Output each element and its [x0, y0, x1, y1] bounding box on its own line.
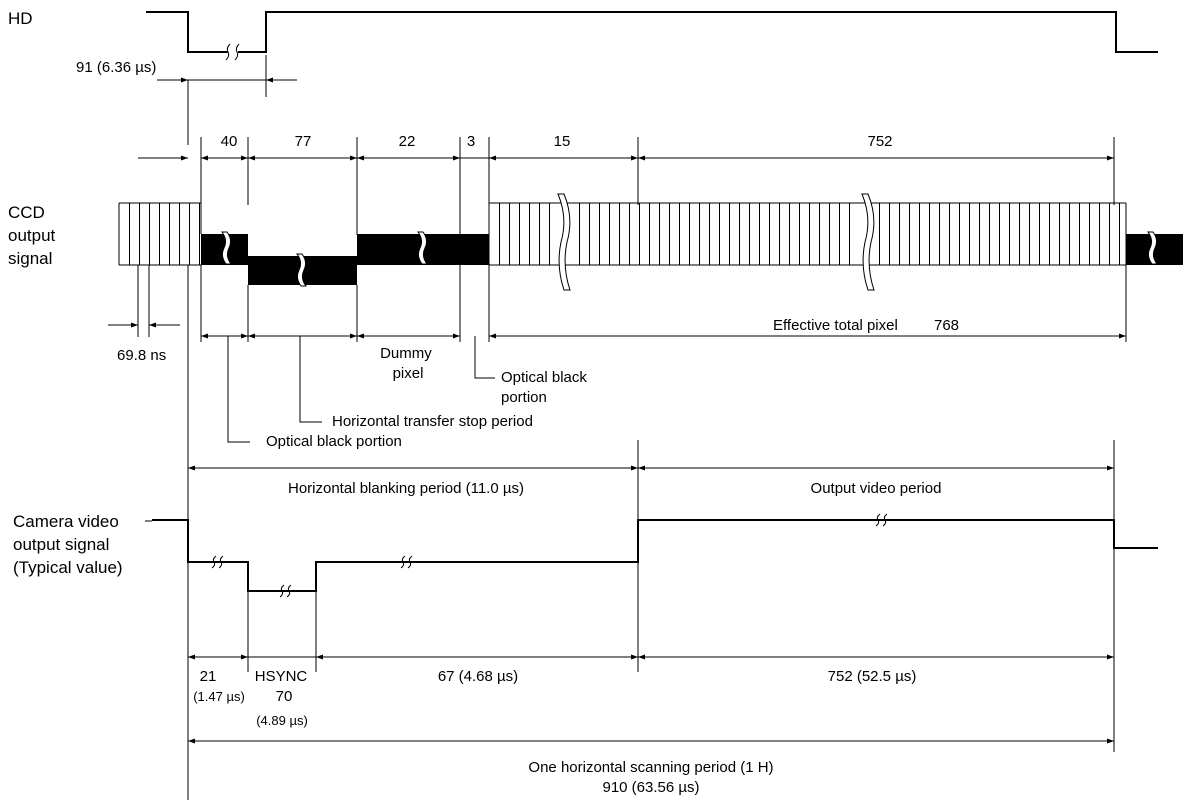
one-h-value: 910 (63.56 µs) — [602, 779, 699, 796]
camera-signal-label: Camera video output signal (Typical valu… — [13, 512, 124, 577]
pixel-period-label: 69.8 ns — [117, 347, 166, 364]
count-15-label: 15 — [554, 133, 571, 150]
leader-lines — [227, 336, 495, 443]
count-40-label: 40 — [221, 133, 238, 150]
hsync-time: (4.89 µs) — [256, 713, 308, 728]
effective-total-pixel-label: Effective total pixel — [773, 317, 898, 334]
hd-signal-label: HD — [8, 9, 33, 28]
optical-black-right-label: Optical black portion — [501, 369, 591, 406]
count-752-label: 752 — [867, 133, 892, 150]
hd-waveform — [146, 11, 1158, 53]
period-ticks — [637, 440, 1115, 520]
hsync-count: 70 — [276, 688, 293, 705]
optical-black-left-label: Optical black portion — [266, 433, 402, 450]
front-porch-time: (1.47 µs) — [193, 689, 245, 704]
hd-break-mark — [225, 43, 240, 61]
ccd-signal-label: CCD output signal — [8, 203, 60, 268]
video-period-label: 752 (52.5 µs) — [828, 668, 917, 685]
count-3-label: 3 — [467, 133, 475, 150]
front-porch-count: 21 — [200, 668, 217, 685]
dummy-pixel-label: Dummy pixel — [380, 345, 436, 382]
blanking-period-label: Horizontal blanking period (11.0 µs) — [288, 480, 524, 497]
output-video-period-label: Output video period — [811, 480, 942, 497]
hd-width-label: 91 (6.36 µs) — [76, 59, 156, 76]
hsync-label: HSYNC — [255, 668, 308, 685]
count-77-label: 77 — [295, 133, 312, 150]
one-h-label: One horizontal scanning period (1 H) — [528, 759, 773, 776]
effective-total-pixel-count: 768 — [934, 317, 959, 334]
camera-break-marks — [211, 513, 888, 598]
ccd-waveform — [118, 193, 1183, 291]
timing-ticks — [247, 548, 1115, 752]
pixel-count-ticks — [200, 137, 1115, 235]
camera-waveform — [152, 519, 1158, 592]
back-porch-label: 67 (4.68 µs) — [438, 668, 518, 685]
horizontal-transfer-stop-label: Horizontal transfer stop period — [332, 413, 533, 430]
count-22-label: 22 — [399, 133, 416, 150]
